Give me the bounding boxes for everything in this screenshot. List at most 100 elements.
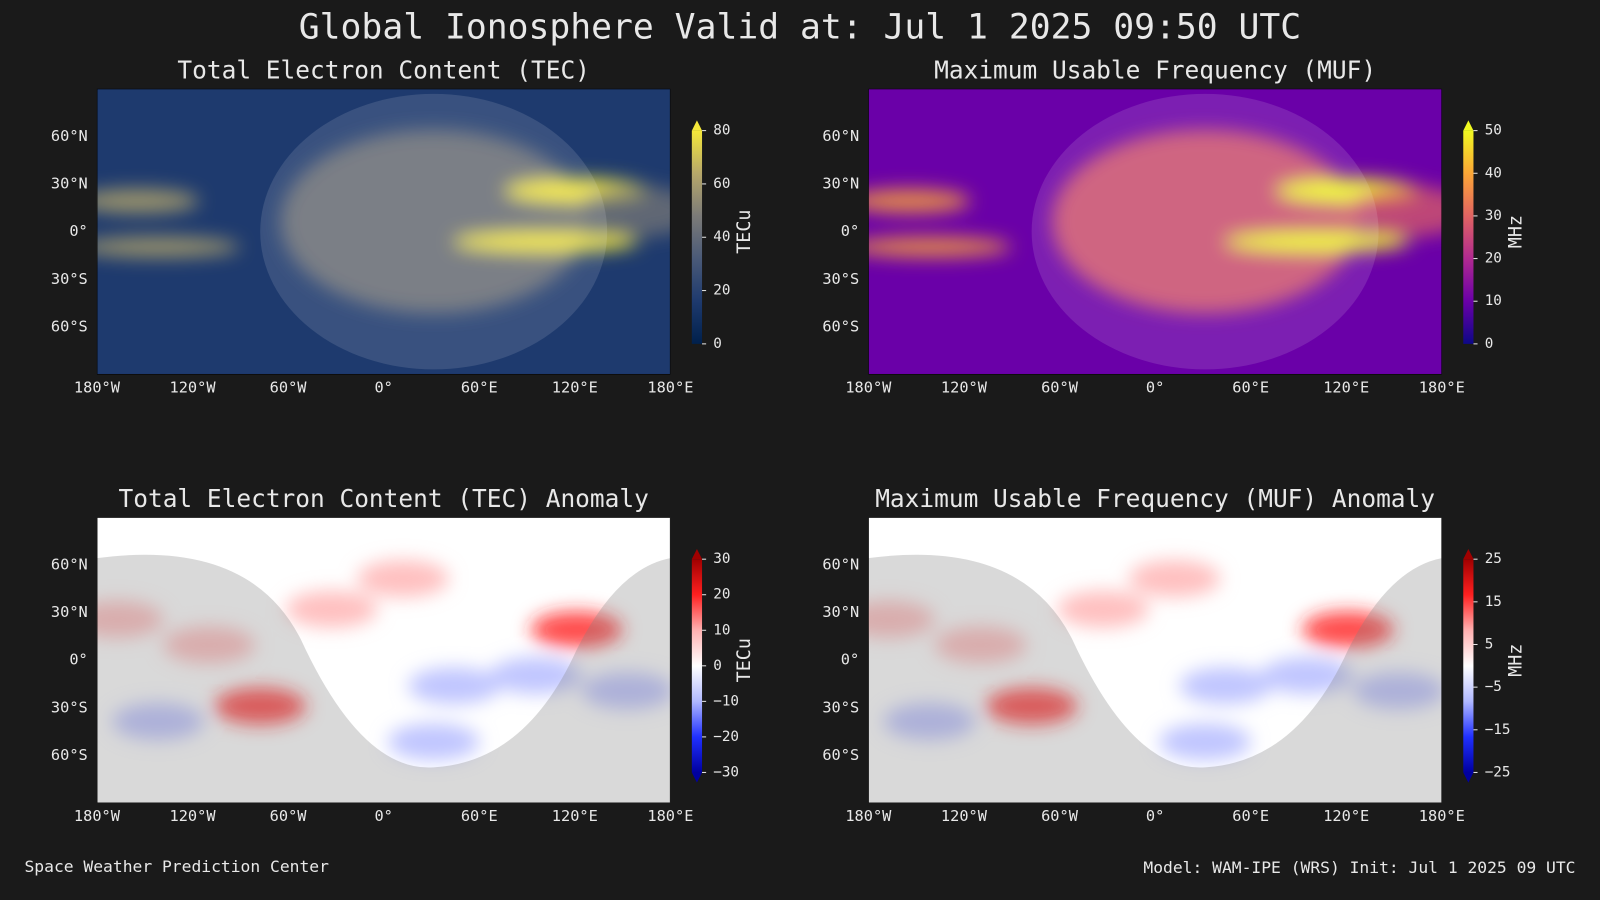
colorbar-tick-label: 0 bbox=[1485, 336, 1494, 352]
colorbar-extend-max bbox=[691, 120, 703, 131]
figure-title: Global Ionosphere Valid at: Jul 1 2025 0… bbox=[299, 8, 1301, 48]
colorbar-tick-label: 50 bbox=[1485, 123, 1502, 139]
colorbar-label: TECu bbox=[734, 210, 755, 254]
panel-title: Maximum Usable Frequency (MUF) bbox=[934, 55, 1376, 84]
lat-label: 0° bbox=[841, 651, 859, 669]
colorbar bbox=[1463, 130, 1474, 344]
colorbar-tick-label: 5 bbox=[1485, 636, 1494, 652]
colorbar-label: MHz bbox=[1505, 644, 1526, 677]
field-blob bbox=[1159, 723, 1252, 761]
colorbar-tick-label: −30 bbox=[713, 764, 739, 780]
lon-label: 180°E bbox=[647, 807, 693, 825]
colorbar-tick-label: 30 bbox=[1485, 208, 1502, 224]
lat-label: 60°N bbox=[51, 555, 88, 573]
lon-label: 180°W bbox=[74, 807, 121, 825]
colorbar-extend-min bbox=[691, 772, 703, 783]
lon-label: 120°W bbox=[169, 378, 216, 396]
colorbar-label: TECu bbox=[734, 638, 755, 682]
field-blob bbox=[285, 590, 378, 628]
colorbar-tick-label: 40 bbox=[1485, 165, 1502, 181]
lon-label: 0° bbox=[1146, 378, 1164, 396]
colorbar-extend-max bbox=[1463, 120, 1474, 131]
field-blob bbox=[1302, 611, 1394, 648]
field-blob bbox=[868, 601, 935, 638]
colorbar-extend-min bbox=[1463, 772, 1474, 783]
lat-label: 30°S bbox=[822, 270, 859, 288]
colorbar-tick-label: 15 bbox=[1485, 594, 1502, 610]
lat-label: 0° bbox=[841, 222, 859, 240]
field-blob bbox=[1353, 672, 1442, 710]
day-side bbox=[1031, 93, 1379, 370]
lat-label: 30°S bbox=[822, 698, 859, 716]
lon-label: 180°W bbox=[845, 378, 892, 396]
field-blob bbox=[934, 626, 1027, 664]
field-blob bbox=[530, 611, 623, 648]
field-blob bbox=[387, 723, 480, 761]
lon-label: 120°E bbox=[552, 378, 598, 396]
lon-label: 0° bbox=[374, 807, 392, 825]
lon-label: 60°W bbox=[1041, 378, 1079, 396]
lon-label: 60°E bbox=[1232, 807, 1269, 825]
lon-label: 60°W bbox=[1041, 807, 1079, 825]
lon-label: 120°E bbox=[1323, 378, 1369, 396]
lon-label: 180°E bbox=[1419, 807, 1465, 825]
field-blob bbox=[163, 626, 256, 664]
day-side bbox=[260, 93, 608, 370]
field-blob bbox=[1057, 590, 1149, 628]
colorbar-tick-label: −10 bbox=[713, 693, 739, 709]
field-blob bbox=[96, 601, 164, 638]
lon-label: 180°W bbox=[845, 807, 892, 825]
colorbar-tick-label: −25 bbox=[1485, 764, 1511, 780]
colorbar-tick-label: 0 bbox=[713, 658, 722, 674]
lon-label: 120°W bbox=[941, 807, 988, 825]
lon-label: 60°E bbox=[461, 807, 498, 825]
colorbar-tick-label: 80 bbox=[713, 123, 730, 139]
lat-label: 30°N bbox=[822, 603, 859, 621]
colorbar-tick-label: 60 bbox=[713, 176, 730, 192]
field-blob bbox=[214, 687, 307, 725]
field-blob bbox=[581, 672, 671, 710]
colorbar-tick-label: 40 bbox=[713, 229, 730, 245]
field-blob bbox=[280, 129, 587, 314]
field-blob bbox=[489, 657, 582, 694]
lat-label: 60°S bbox=[822, 746, 859, 764]
field bbox=[868, 560, 1442, 761]
colorbar-tick-label: 10 bbox=[713, 622, 730, 638]
lon-label: 120°W bbox=[169, 807, 216, 825]
field bbox=[868, 129, 1442, 314]
field bbox=[96, 129, 671, 314]
field-blob bbox=[1128, 560, 1221, 597]
night-side bbox=[868, 554, 1442, 804]
colorbar-tick-label: −15 bbox=[1485, 722, 1511, 738]
lat-label: 60°S bbox=[51, 317, 88, 335]
lat-label: 0° bbox=[69, 651, 87, 669]
map bbox=[96, 88, 671, 375]
field-blob bbox=[1225, 231, 1410, 253]
lon-label: 180°E bbox=[647, 378, 693, 396]
colorbar-extend-max bbox=[1463, 548, 1474, 560]
colorbar bbox=[691, 130, 703, 344]
lon-label: 60°W bbox=[270, 807, 308, 825]
lat-label: 30°N bbox=[51, 603, 88, 621]
lat-label: 30°S bbox=[51, 698, 88, 716]
lon-label: 60°E bbox=[461, 378, 498, 396]
lat-label: 60°S bbox=[51, 746, 88, 764]
field-blob bbox=[1052, 129, 1359, 314]
field-blob bbox=[1179, 667, 1272, 705]
panel-title: Total Electron Content (TEC) Anomaly bbox=[119, 484, 649, 513]
colorbar-tick-label: 0 bbox=[713, 336, 722, 352]
field-blob bbox=[96, 188, 199, 214]
field-blob bbox=[408, 667, 500, 705]
lon-label: 60°W bbox=[270, 378, 308, 396]
colorbar-tick-label: −5 bbox=[1485, 679, 1502, 695]
colorbar-tick-label: 20 bbox=[713, 587, 730, 603]
colorbar-tick-label: −20 bbox=[713, 729, 739, 745]
field-blob bbox=[112, 703, 205, 740]
lat-label: 60°N bbox=[822, 127, 859, 145]
field-blob bbox=[868, 236, 1012, 258]
field-blob bbox=[985, 687, 1078, 725]
field-blob bbox=[1261, 657, 1354, 694]
colorbar-tick-label: 30 bbox=[713, 551, 730, 567]
